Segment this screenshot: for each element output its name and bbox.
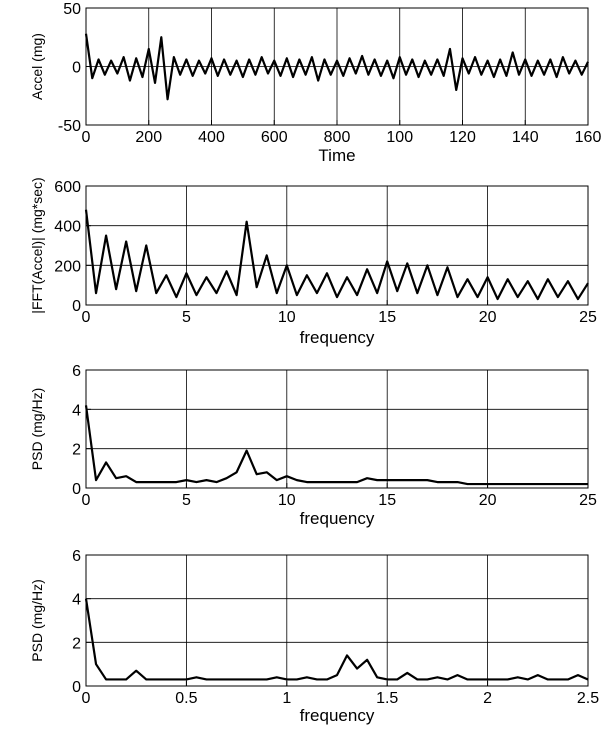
y-tick-label: 50 — [63, 1, 81, 18]
x-tick-label: 15 — [378, 492, 396, 509]
y-axis-label: Accel (mg) — [29, 33, 45, 100]
y-axis-label: PSD (mg/Hz) — [29, 388, 45, 470]
x-tick-label: 140 — [512, 129, 539, 146]
x-tick-label: 120 — [449, 129, 476, 146]
plot-area — [86, 370, 588, 488]
x-tick-label: 0 — [82, 309, 91, 326]
x-tick-label: 100 — [386, 129, 413, 146]
x-axis-label: frequency — [300, 509, 375, 528]
data-line — [84, 405, 588, 486]
data-line — [84, 209, 589, 301]
y-tick-label: -50 — [58, 118, 81, 135]
y-tick-label: 6 — [72, 548, 81, 565]
x-axis-label: frequency — [300, 328, 375, 347]
x-axis-label: frequency — [300, 706, 375, 725]
y-tick-label: 0 — [72, 298, 81, 315]
plot-frame — [85, 554, 589, 687]
x-tick-label: 1.5 — [376, 690, 398, 707]
x-tick-label: 400 — [198, 129, 225, 146]
plot-area — [86, 555, 588, 686]
y-tick-label: 0 — [72, 60, 81, 77]
y-tick-label: 4 — [72, 402, 81, 419]
x-tick-label: 25 — [579, 492, 597, 509]
x-tick-label: 600 — [261, 129, 288, 146]
x-tick-label: 0 — [82, 129, 91, 146]
y-tick-label: 0 — [72, 679, 81, 696]
y-tick-label: 400 — [54, 219, 81, 236]
y-tick-label: 6 — [72, 363, 81, 380]
y-tick-label: 4 — [72, 592, 81, 609]
x-tick-label: 20 — [479, 492, 497, 509]
data-line — [84, 33, 589, 101]
x-tick-label: 160 — [575, 129, 602, 146]
x-tick-label: 800 — [324, 129, 351, 146]
x-tick-label: 10 — [278, 309, 296, 326]
plot-frame — [85, 369, 589, 489]
x-tick-label: 2.5 — [577, 690, 599, 707]
y-tick-label: 2 — [72, 635, 81, 652]
x-tick-label: 25 — [579, 309, 597, 326]
x-tick-label: 0 — [82, 690, 91, 707]
data-line — [84, 598, 589, 681]
y-tick-label: 2 — [72, 442, 81, 459]
x-tick-label: 5 — [182, 492, 191, 509]
x-tick-label: 10 — [278, 492, 296, 509]
y-tick-label: 0 — [72, 481, 81, 498]
plot-frame — [85, 7, 589, 126]
x-tick-label: 5 — [182, 309, 191, 326]
x-tick-label: 2 — [483, 690, 492, 707]
y-axis-label: |FFT(Accel)| (mg*sec) — [29, 177, 45, 313]
x-tick-label: 200 — [135, 129, 162, 146]
y-tick-label: 600 — [54, 179, 81, 196]
x-tick-label: 15 — [378, 309, 396, 326]
x-axis-label: Time — [318, 146, 355, 165]
y-axis-label: PSD (mg/Hz) — [29, 579, 45, 661]
x-tick-label: 20 — [479, 309, 497, 326]
y-tick-label: 200 — [54, 258, 81, 275]
x-tick-label: 0 — [82, 492, 91, 509]
x-tick-label: 1 — [282, 690, 291, 707]
x-tick-label: 0.5 — [175, 690, 197, 707]
plot-frame — [85, 185, 589, 306]
